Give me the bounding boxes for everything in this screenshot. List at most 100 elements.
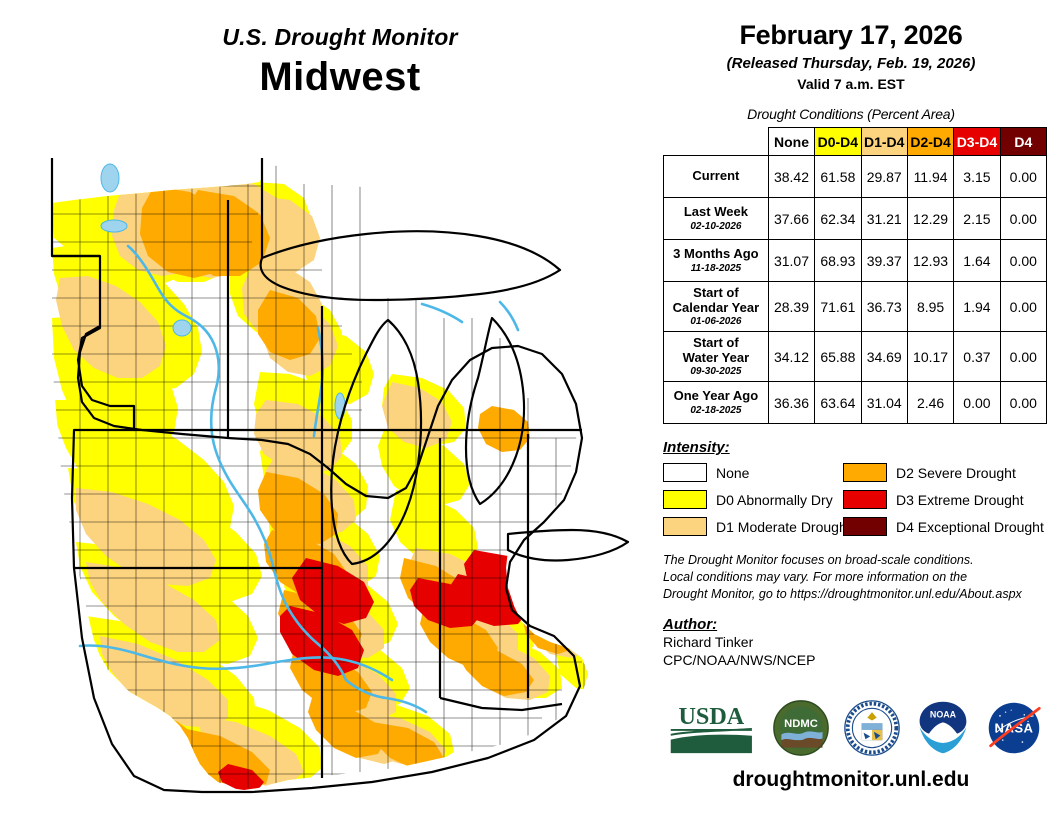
table-value-cell: 65.88	[814, 331, 862, 383]
map-drought-layers	[52, 160, 622, 790]
table-row: One Year Ago 02-18-2025 36.36 63.64 31.04 2.4…	[663, 381, 1048, 425]
author-name: Richard Tinker	[663, 633, 754, 650]
legend-item: D4 Exceptional Drought	[843, 517, 1053, 537]
report-date: February 17, 2026	[739, 20, 963, 50]
table-row: Start of Calendar Year 01-06-2026 28.39 71.6…	[663, 280, 1048, 333]
table-value-cell: 62.34	[814, 197, 862, 240]
legend-item: None	[663, 463, 843, 483]
table-body: Current 38.42 61.58 29.87 11.94 3.15 0.00 Last …	[663, 155, 1048, 425]
legend-item: D0 Abnormally Dry	[663, 490, 843, 510]
table-row: Last Week 02-10-2026 37.66 62.34 31.21 12.29 2…	[663, 197, 1048, 240]
row-label-cell: Last Week 02-10-2026	[663, 197, 769, 240]
legend-item: D3 Extreme Drought	[843, 490, 1053, 510]
nasa-logo: NASA	[988, 702, 1041, 754]
table-value-cell: 12.29	[906, 197, 955, 240]
site-url[interactable]: droughtmonitor.unl.edu	[732, 768, 970, 791]
intensity-legend-grid: None D2 Severe Drought D0 Abnormally Dry D3…	[663, 463, 1047, 537]
table-value-cell: 29.87	[860, 155, 908, 198]
table-value-cell: 8.95	[906, 280, 955, 333]
report-panel: February 17, 2026 (Released Thursday, Fe…	[655, 20, 1048, 669]
table-value-cell: 71.61	[814, 280, 862, 333]
legend-swatch-d1	[663, 517, 707, 537]
table-value-cell: 10.17	[906, 331, 955, 383]
table-value-cell: 0.00	[999, 331, 1048, 383]
map-lakes	[100, 163, 346, 420]
row-label-date: 01-06-2026	[690, 316, 742, 328]
disclaimer-line-2: Local conditions may vary. For more info…	[663, 570, 968, 585]
table-value-cell: 0.00	[999, 197, 1048, 240]
row-label-date: 09-30-2025	[690, 366, 742, 378]
table-value-cell: 61.58	[814, 155, 862, 198]
drought-conditions-table: None D0-D4 D1-D4 D2-D4 D3-D4 D4 Current 3…	[663, 127, 1048, 425]
map-supertitle: U.S. Drought Monitor	[222, 24, 458, 50]
table-value-cell: 63.64	[814, 381, 862, 425]
row-label-date: 02-18-2025	[690, 404, 742, 416]
drought-map[interactable]	[22, 138, 662, 798]
row-label-name: One Year Ago	[673, 388, 759, 404]
author-title: Author:	[663, 615, 718, 633]
table-value-cell: 36.73	[860, 280, 908, 333]
legend-label: D0 Abnormally Dry	[716, 491, 833, 508]
table-row: Start of Water Year 09-30-2025 34.12 65.88 34…	[663, 331, 1048, 383]
row-label-date: 11-18-2025	[690, 262, 742, 274]
row-label-date: 02-10-2026	[690, 220, 742, 232]
table-value-cell: 0.00	[999, 155, 1048, 198]
legend-label: D1 Moderate Drought	[716, 518, 851, 535]
legend-swatch-d0	[663, 490, 707, 510]
row-label-cell: One Year Ago 02-18-2025	[663, 381, 769, 425]
table-value-cell: 34.12	[767, 331, 816, 383]
disclaimer-text: The Drought Monitor focuses on broad-sca…	[663, 552, 1047, 603]
legend-label: None	[716, 464, 750, 481]
logo-row: USDA NDMC NOAA NA	[663, 697, 1043, 759]
table-value-cell: 31.04	[860, 381, 908, 425]
table-value-cell: 31.21	[860, 197, 908, 240]
table-value-cell: 0.00	[999, 381, 1048, 425]
row-label-cell: 3 Months Ago 11-18-2025	[663, 239, 769, 282]
legend-label: D3 Extreme Drought	[896, 491, 1024, 508]
table-value-cell: 3.15	[953, 155, 1001, 198]
legend-swatch-d2	[843, 463, 887, 483]
legend-label: D2 Severe Drought	[896, 464, 1016, 481]
row-label-name: Current	[692, 168, 740, 184]
noaa-logo: NOAA	[919, 701, 967, 754]
table-value-cell: 38.42	[767, 155, 816, 198]
nws-logo	[844, 700, 901, 756]
svg-text:NDMC: NDMC	[785, 718, 819, 730]
table-value-cell: 2.15	[953, 197, 1001, 240]
map-title-block: U.S. Drought Monitor Midwest	[40, 24, 640, 100]
row-label-name: Start of Calendar Year	[672, 285, 760, 315]
row-label-cell: Current	[663, 155, 769, 198]
legend-item: D2 Severe Drought	[843, 463, 1053, 483]
row-label-name: Start of Water Year	[682, 335, 750, 365]
table-value-cell: 11.94	[906, 155, 955, 198]
table-value-cell: 0.00	[999, 239, 1048, 282]
usda-logo: USDA	[670, 703, 752, 754]
author-affiliation: CPC/NOAA/NWS/NCEP	[663, 652, 816, 668]
map-state-borders	[50, 158, 630, 794]
disclaimer-line-3: Drought Monitor, go to https://droughtmo…	[663, 586, 1022, 601]
table-value-cell: 37.66	[767, 197, 816, 240]
table-value-cell: 31.07	[767, 239, 816, 282]
report-released-date: (Released Thursday, Feb. 19, 2026)	[726, 55, 976, 72]
row-label-name: 3 Months Ago	[673, 246, 759, 262]
table-value-cell: 28.39	[767, 280, 816, 333]
row-label-cell: Start of Calendar Year 01-06-2026	[663, 280, 769, 333]
drought-map-svg[interactable]	[22, 138, 662, 798]
table-value-cell: 12.93	[906, 239, 955, 282]
svg-text:NOAA: NOAA	[930, 710, 957, 720]
table-row: Current 38.42 61.58 29.87 11.94 3.15 0.00	[663, 155, 1048, 198]
table-value-cell: 36.36	[767, 381, 816, 425]
table-value-cell: 0.00	[953, 381, 1001, 425]
column-header-d0: D0-D4	[814, 127, 862, 156]
legend-swatch-d4	[843, 517, 887, 537]
table-header-row: None D0-D4 D1-D4 D2-D4 D3-D4 D4	[664, 127, 1048, 156]
report-valid-time: Valid 7 a.m. EST	[797, 76, 905, 92]
column-header-d2: D2-D4	[906, 127, 955, 156]
intensity-legend: Intensity: None D2 Severe Drought D0 Abnor…	[663, 439, 1047, 537]
table-value-cell: 34.69	[860, 331, 908, 383]
column-header-d4: D4	[999, 127, 1048, 156]
svg-text:USDA: USDA	[678, 703, 744, 730]
map-region-title: Midwest	[259, 55, 421, 99]
table-value-cell: 1.64	[953, 239, 1001, 282]
disclaimer-line-1: The Drought Monitor focuses on broad-sca…	[663, 553, 974, 568]
